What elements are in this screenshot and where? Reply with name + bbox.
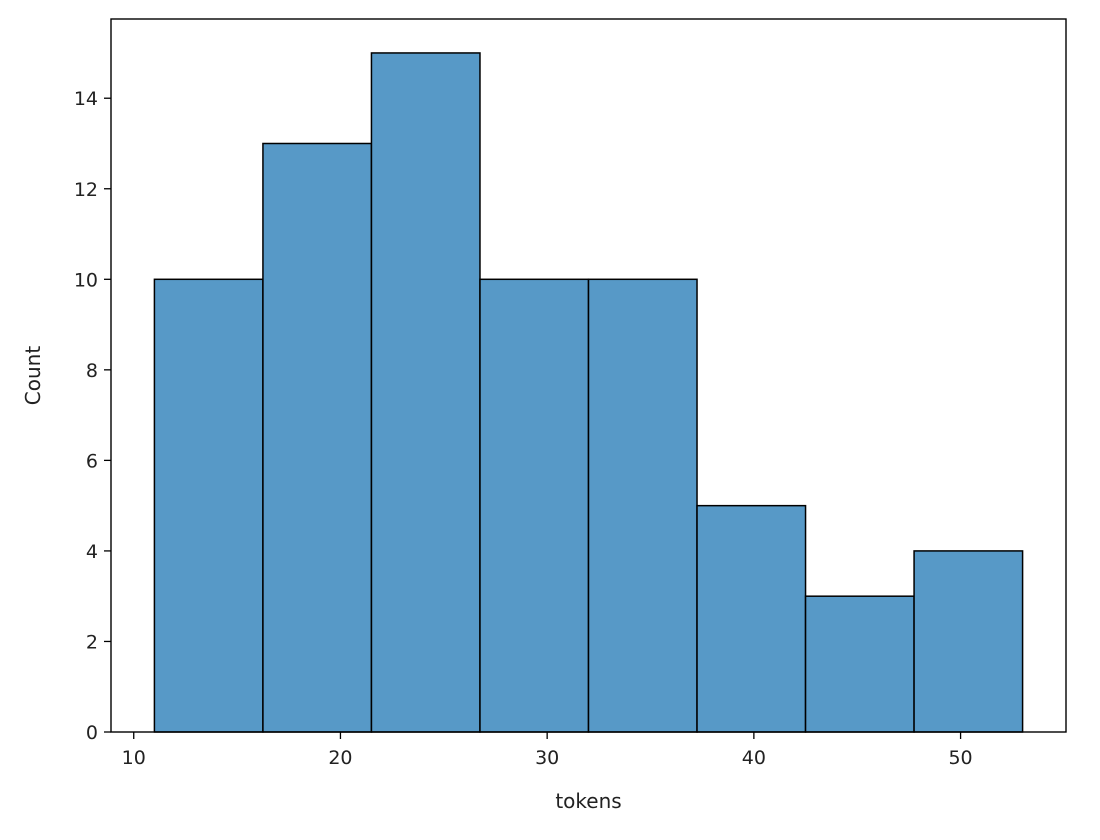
x-tick-label: 40 — [742, 747, 766, 769]
bars-group — [153, 52, 1024, 733]
histogram-bar-3 — [370, 52, 481, 733]
y-tick-label: 12 — [74, 179, 98, 201]
x-tick-label: 50 — [948, 747, 972, 769]
y-tick-label: 14 — [74, 88, 98, 110]
x-tick-label: 20 — [328, 747, 352, 769]
histogram-bar-1 — [153, 278, 264, 733]
x-axis: 10 20 30 40 50 — [122, 732, 973, 769]
y-tick-label: 2 — [86, 631, 98, 653]
y-axis-title: Count — [21, 346, 45, 406]
y-tick-label: 4 — [86, 541, 98, 563]
histogram-bar-7 — [804, 595, 915, 733]
y-tick-label: 10 — [74, 269, 98, 291]
y-tick-label: 0 — [86, 722, 98, 744]
histogram-bar-2 — [262, 142, 373, 733]
histogram-bar-8 — [913, 550, 1024, 733]
histogram-bar-5 — [587, 278, 698, 733]
histogram-bar-4 — [479, 278, 590, 733]
y-tick-label: 6 — [86, 450, 98, 472]
x-axis-title: tokens — [555, 789, 621, 813]
x-tick-label: 30 — [535, 747, 559, 769]
x-tick-label: 10 — [122, 747, 146, 769]
plot-frame — [110, 18, 1067, 733]
histogram-bar-6 — [696, 504, 807, 733]
y-tick-label: 8 — [86, 360, 98, 382]
y-axis: 0 2 4 6 8 10 12 14 — [74, 88, 111, 744]
